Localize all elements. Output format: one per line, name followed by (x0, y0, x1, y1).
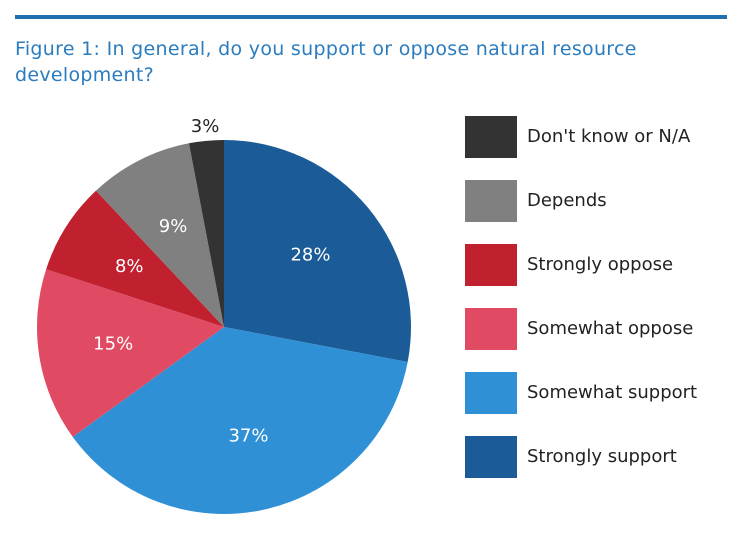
legend-label: Depends (527, 190, 607, 211)
pie-slice (46, 190, 224, 327)
legend-swatch (465, 436, 517, 478)
legend-swatch (465, 180, 517, 222)
top-rule (15, 15, 727, 19)
pie-slice (224, 140, 411, 363)
slice-label: 37% (228, 425, 268, 446)
pie-slice (37, 269, 224, 437)
slice-label: 9% (159, 216, 188, 237)
pie-slice (95, 143, 225, 327)
legend-label: Somewhat oppose (527, 318, 693, 339)
legend-label: Don't know or N/A (527, 126, 691, 147)
legend-label: Somewhat support (527, 382, 697, 403)
legend-swatch (465, 116, 517, 158)
legend-swatch (465, 244, 517, 286)
legend-swatch (465, 372, 517, 414)
legend-swatch (465, 308, 517, 350)
legend-label: Strongly oppose (527, 254, 673, 275)
slice-label: 8% (115, 256, 144, 277)
slice-label: 15% (93, 334, 133, 355)
slice-label: 28% (290, 244, 330, 265)
pie-slice (188, 140, 224, 327)
pie-slice (72, 327, 408, 514)
slice-label: 3% (191, 116, 220, 137)
chart-title: Figure 1: In general, do you support or … (15, 38, 637, 86)
legend-label: Strongly support (527, 446, 677, 467)
